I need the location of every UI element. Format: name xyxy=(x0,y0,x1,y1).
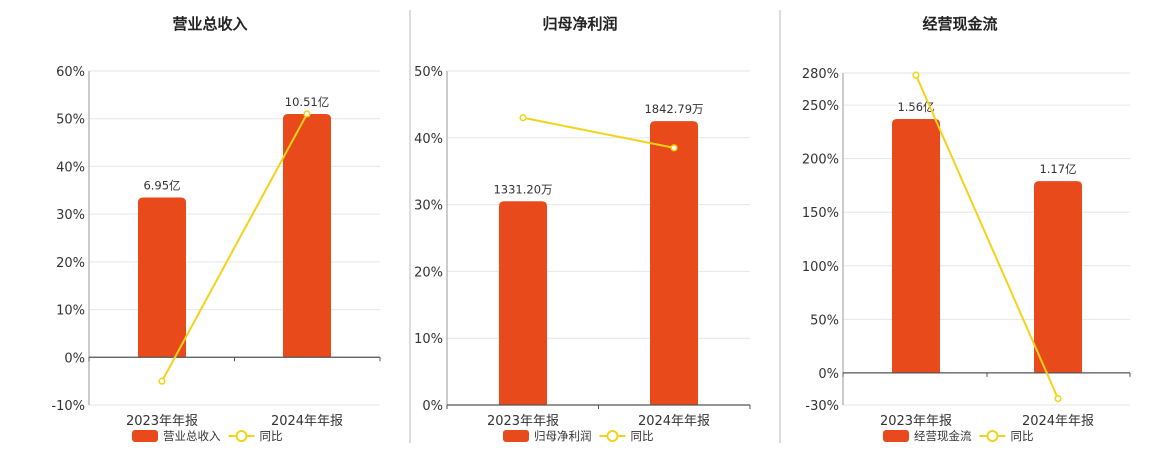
x-category-label: 2023年年报 xyxy=(880,414,952,429)
chart-panel-3: 经营现金流 280% 250% 200% 150% 100% 50% 0% -30% 1.56亿 1… xyxy=(802,15,1131,443)
y-tick-label: -10% xyxy=(51,399,85,414)
x-category-label: 2024年年报 xyxy=(271,414,343,429)
y-tick-label: 0% xyxy=(818,367,839,382)
legend: 归母净利润 同比 xyxy=(503,429,654,443)
x-category-label: 2023年年报 xyxy=(126,414,198,429)
y-tick-label: 150% xyxy=(802,206,839,221)
legend-line-marker xyxy=(986,430,999,442)
legend-label: 同比 xyxy=(1011,429,1034,443)
y-tick-label: 40% xyxy=(56,160,85,175)
legend-label: 经营现金流 xyxy=(914,429,972,443)
y-tick-label: 280% xyxy=(802,67,839,82)
line-point xyxy=(1054,394,1062,403)
line-point xyxy=(670,144,678,152)
bar-data-label: 1331.20万 xyxy=(493,182,552,196)
y-tick-label: 200% xyxy=(802,153,839,168)
line-point xyxy=(912,71,920,79)
chart-title: 营业总收入 xyxy=(172,15,247,33)
legend: 营业总收入 同比 xyxy=(132,429,283,443)
line-series xyxy=(522,116,675,149)
line-series xyxy=(161,113,308,382)
legend: 经营现金流 同比 xyxy=(883,429,1034,443)
y-tick-label: 100% xyxy=(802,260,839,275)
legend-bar-swatch xyxy=(883,430,909,442)
x-category-label: 2024年年报 xyxy=(638,414,710,429)
x-category-label: 2023年年报 xyxy=(487,414,559,429)
legend-label: 归母净利润 xyxy=(534,429,592,443)
bar xyxy=(1034,181,1082,373)
legend-label: 同比 xyxy=(631,429,654,443)
y-tick-label: 20% xyxy=(56,256,85,271)
bar-data-label: 1.56亿 xyxy=(897,100,934,114)
bar-data-label: 10.51亿 xyxy=(285,95,329,109)
bar xyxy=(499,201,547,405)
bar xyxy=(283,113,331,358)
y-tick-label: 0% xyxy=(64,351,85,366)
y-tick-label: 30% xyxy=(56,208,85,223)
y-tick-label: 20% xyxy=(414,265,443,280)
y-tick-label: 40% xyxy=(414,132,443,147)
bar-data-label: 1842.79万 xyxy=(644,102,703,116)
chart-panel-2: 归母净利润 50% 40% 30% 20% 10% 0% 1331.20万 1842.79万 20… xyxy=(414,15,751,443)
chart-title: 经营现金流 xyxy=(922,15,997,33)
bar xyxy=(892,119,940,373)
y-tick-label: 10% xyxy=(56,304,85,319)
y-tick-label: 60% xyxy=(56,65,85,80)
chart-title: 归母净利润 xyxy=(542,15,617,33)
y-tick-label: 50% xyxy=(414,65,443,80)
bar-data-label: 6.95亿 xyxy=(143,178,180,192)
legend-line-marker xyxy=(235,430,248,442)
legend-label: 营业总收入 xyxy=(163,429,221,443)
x-category-label: 2024年年报 xyxy=(1022,414,1094,429)
line-series xyxy=(915,74,1059,399)
line-point xyxy=(158,377,166,385)
legend-bar-swatch xyxy=(503,430,529,442)
y-tick-label: 30% xyxy=(414,199,443,214)
y-tick-label: 10% xyxy=(414,332,443,347)
legend-label: 同比 xyxy=(260,429,283,443)
y-tick-label: 50% xyxy=(810,313,839,328)
y-tick-label: 0% xyxy=(422,399,443,414)
bar xyxy=(650,121,698,405)
line-point xyxy=(303,110,311,118)
y-tick-label: -30% xyxy=(805,399,839,414)
y-tick-label: 50% xyxy=(56,113,85,128)
y-tick-label: 250% xyxy=(802,99,839,114)
legend-line-marker xyxy=(606,430,619,442)
legend-bar-swatch xyxy=(132,430,158,442)
chart-panel-1: 营业总收入 60% 50% 40% 30% 20% 10% 0% -10% 6.95亿 10.51亿… xyxy=(51,15,381,443)
bar xyxy=(138,197,186,358)
bar-data-label: 1.17亿 xyxy=(1039,162,1076,176)
line-point xyxy=(519,114,527,122)
